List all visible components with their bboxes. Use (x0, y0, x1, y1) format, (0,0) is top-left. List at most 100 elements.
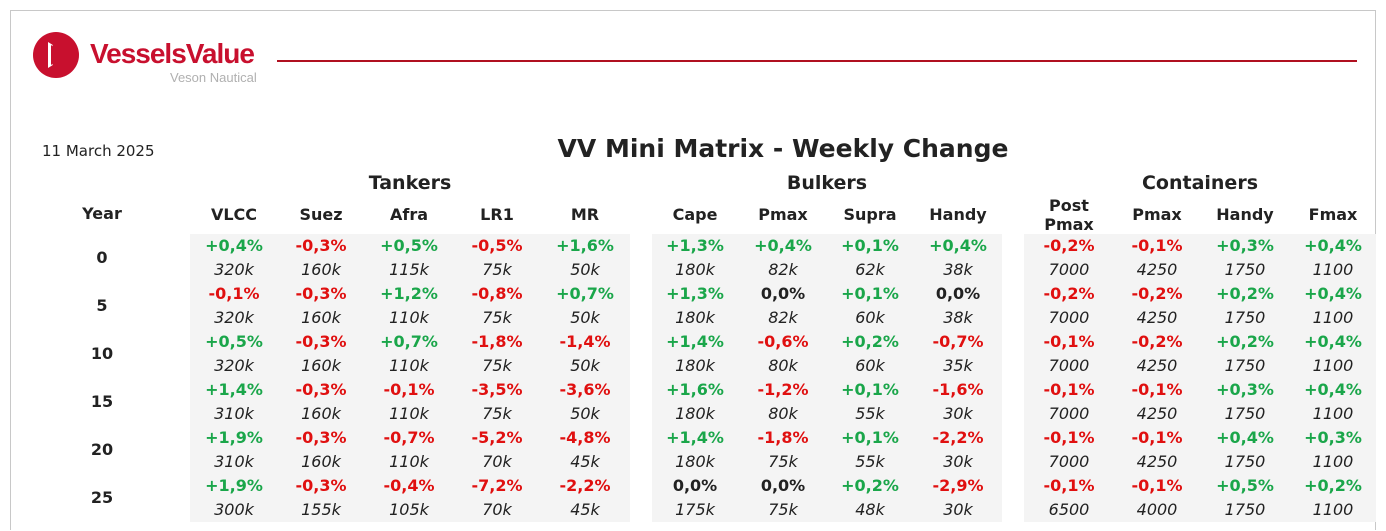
vessel-value: 30k (943, 404, 973, 423)
vessel-value: 180k (675, 260, 715, 279)
vessel-value: 180k (675, 404, 715, 423)
vessel-value: 155k (301, 500, 341, 519)
weekly-change: -1,2% (757, 380, 809, 399)
weekly-change: -5,2% (471, 428, 523, 447)
matrix-cell: -5,2% 70k (453, 426, 541, 474)
weekly-change: +0,4% (1216, 428, 1274, 447)
matrix-cell: 0,0% 175k (651, 474, 739, 522)
matrix-cell: -4,8% 45k (541, 426, 629, 474)
matrix-cell: -0,1% 6500 (1025, 474, 1113, 522)
matrix-cell: +0,1% 62k (826, 234, 914, 282)
weekly-change: +0,5% (380, 236, 438, 255)
weekly-change: -7,2% (471, 476, 523, 495)
play-triangle-icon (33, 32, 79, 78)
weekly-change: +1,4% (205, 380, 263, 399)
matrix-cell: +0,5% 320k (190, 330, 278, 378)
matrix-cell: -1,4% 50k (541, 330, 629, 378)
vessel-value: 160k (301, 260, 341, 279)
matrix-cell: +0,2% 60k (826, 330, 914, 378)
group-band-containers (1024, 234, 1376, 522)
matrix-cell: -0,1% 320k (190, 282, 278, 330)
vessel-value: 160k (301, 308, 341, 327)
weekly-change: -0,3% (295, 332, 347, 351)
year-label: 5 (96, 296, 108, 315)
matrix-cell: +1,4% 180k (651, 426, 739, 474)
year-label: 15 (90, 392, 114, 411)
column-header: LR1 (480, 205, 514, 224)
weekly-change: -0,3% (295, 476, 347, 495)
weekly-change: -0,1% (1043, 332, 1095, 351)
weekly-change: -2,2% (559, 476, 611, 495)
matrix-cell: +0,4% 1100 (1289, 282, 1377, 330)
weekly-change: +0,2% (1216, 332, 1274, 351)
vessel-value: 60k (855, 308, 885, 327)
matrix-cell: -0,8% 75k (453, 282, 541, 330)
matrix-cell: -0,2% 7000 (1025, 282, 1113, 330)
weekly-change: -2,9% (932, 476, 984, 495)
vessel-value: 1750 (1224, 404, 1266, 423)
vessel-value: 160k (301, 404, 341, 423)
vessel-value: 6500 (1048, 500, 1090, 519)
matrix-cell: +0,5% 1750 (1201, 474, 1289, 522)
weekly-change: +0,2% (1216, 284, 1274, 303)
header-divider (277, 60, 1357, 62)
matrix-cell: +0,7% 110k (365, 330, 453, 378)
matrix-cell: +1,4% 310k (190, 378, 278, 426)
matrix-cell: +0,4% 320k (190, 234, 278, 282)
weekly-change: -1,6% (932, 380, 984, 399)
weekly-change: +0,4% (1304, 332, 1362, 351)
matrix-cell: -2,9% 30k (914, 474, 1002, 522)
vessel-value: 75k (482, 356, 512, 375)
matrix-cell: -0,1% 7000 (1025, 426, 1113, 474)
weekly-change: -0,1% (1043, 380, 1095, 399)
weekly-change: -0,3% (295, 236, 347, 255)
vessel-value: 70k (482, 452, 512, 471)
matrix-cell: -1,8% 75k (739, 426, 827, 474)
vessel-value: 7000 (1048, 260, 1090, 279)
vessel-value: 48k (855, 500, 885, 519)
weekly-change: -0,1% (1131, 380, 1183, 399)
matrix-cell: -0,6% 80k (739, 330, 827, 378)
matrix-cell: +1,3% 180k (651, 234, 739, 282)
matrix-cell: -0,1% 4250 (1113, 378, 1201, 426)
matrix-cell: -0,2% 7000 (1025, 234, 1113, 282)
matrix-cell: +0,3% 1750 (1201, 378, 1289, 426)
weekly-change: +0,7% (380, 332, 438, 351)
weekly-change: -0,2% (1043, 236, 1095, 255)
matrix-cell: 0,0% 75k (739, 474, 827, 522)
matrix-cell: +1,2% 110k (365, 282, 453, 330)
column-header: Post Pmax (1044, 196, 1094, 234)
weekly-change: +0,1% (841, 284, 899, 303)
matrix-cell: +1,6% 180k (651, 378, 739, 426)
weekly-change: +0,4% (1304, 284, 1362, 303)
weekly-change: +0,3% (1304, 428, 1362, 447)
weekly-change: +0,4% (1304, 236, 1362, 255)
vessel-value: 160k (301, 356, 341, 375)
matrix-cell: +1,6% 50k (541, 234, 629, 282)
vessel-value: 1100 (1312, 260, 1354, 279)
matrix-cell: -0,2% 4250 (1113, 282, 1201, 330)
matrix-cell: -0,1% 4250 (1113, 234, 1201, 282)
column-header: Supra (843, 205, 897, 224)
vessel-value: 1750 (1224, 260, 1266, 279)
weekly-change: 0,0% (935, 284, 981, 303)
vessel-value: 38k (943, 260, 973, 279)
weekly-change: -1,4% (559, 332, 611, 351)
weekly-change: +1,6% (556, 236, 614, 255)
vessel-value: 1750 (1224, 356, 1266, 375)
matrix-cell: +1,9% 300k (190, 474, 278, 522)
matrix-cell: -0,5% 75k (453, 234, 541, 282)
matrix-cell: +0,4% 82k (739, 234, 827, 282)
vessel-value: 1100 (1312, 356, 1354, 375)
vessel-value: 80k (768, 404, 798, 423)
vessel-value: 30k (943, 452, 973, 471)
vessel-value: 75k (482, 260, 512, 279)
weekly-change: 0,0% (672, 476, 718, 495)
weekly-change: -0,2% (1131, 284, 1183, 303)
vessel-value: 1100 (1312, 452, 1354, 471)
vessel-value: 50k (570, 404, 600, 423)
weekly-change: +1,2% (380, 284, 438, 303)
vessel-value: 4250 (1136, 308, 1178, 327)
group-header-tankers: Tankers (368, 172, 452, 194)
vessel-value: 50k (570, 308, 600, 327)
